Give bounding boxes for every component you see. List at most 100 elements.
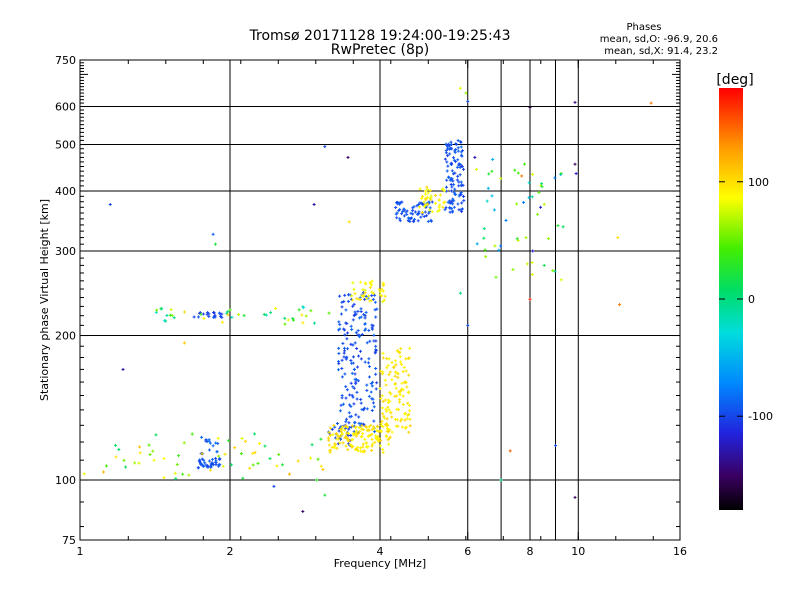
data-point [373, 293, 377, 297]
data-point [445, 178, 449, 182]
data-point [454, 142, 458, 146]
data-point [405, 385, 409, 389]
data-point [395, 418, 399, 422]
data-point [527, 181, 531, 185]
data-point [333, 443, 337, 447]
data-point [559, 171, 563, 175]
data-point [338, 409, 342, 413]
data-point [361, 432, 365, 436]
data-point [200, 435, 204, 439]
data-point [553, 176, 557, 180]
data-point [443, 208, 447, 212]
data-point [390, 361, 394, 365]
data-point [192, 315, 196, 319]
data-point [347, 427, 351, 431]
data-point [216, 442, 220, 446]
data-point [352, 386, 356, 390]
data-point [372, 425, 376, 429]
data-point [340, 427, 344, 431]
data-point [446, 164, 450, 168]
data-point [426, 202, 430, 206]
data-point [458, 173, 462, 177]
data-point [344, 356, 348, 360]
data-point [445, 169, 449, 173]
data-point [349, 433, 353, 437]
data-point [493, 244, 497, 248]
data-point [370, 448, 374, 452]
data-point [527, 196, 531, 200]
data-point [422, 200, 426, 204]
x-axis-label: Frequency [MHz] [334, 557, 426, 570]
data-point [427, 200, 431, 204]
data-point [344, 424, 348, 428]
data-point [206, 311, 210, 315]
data-point [423, 210, 427, 214]
data-point [348, 403, 352, 407]
data-point [370, 408, 374, 412]
data-point [82, 472, 86, 476]
data-point [395, 216, 399, 220]
data-point [403, 381, 407, 385]
data-point [312, 321, 316, 325]
data-point [377, 287, 381, 291]
data-point [349, 414, 353, 418]
data-point [344, 396, 348, 400]
y-tick-label: 100 [55, 474, 76, 487]
data-point [364, 294, 368, 298]
data-point [351, 385, 355, 389]
data-point [358, 297, 362, 301]
data-point [531, 172, 535, 176]
data-point [450, 161, 454, 165]
data-point [412, 205, 416, 209]
data-point [354, 331, 358, 335]
data-point [418, 187, 422, 191]
data-point [264, 313, 268, 317]
data-point [556, 224, 560, 228]
data-point [417, 211, 421, 215]
data-point [453, 149, 457, 153]
data-point [359, 422, 363, 426]
data-point [452, 190, 456, 194]
chart-subtitle: RwPretec (8p) [331, 42, 429, 58]
data-point [428, 206, 432, 210]
data-point [530, 273, 534, 277]
data-point [381, 400, 385, 404]
data-point [283, 316, 287, 320]
data-point [447, 142, 451, 146]
data-point [370, 444, 374, 448]
data-point [448, 206, 452, 210]
data-point [388, 390, 392, 394]
data-point [444, 185, 448, 189]
data-point [342, 351, 346, 355]
data-point [386, 405, 390, 409]
colorbar-unit-label: [deg] [716, 72, 753, 88]
data-point [561, 225, 565, 229]
data-point [458, 166, 462, 170]
data-point [516, 239, 520, 243]
data-point [197, 459, 201, 463]
data-point [367, 328, 371, 332]
data-point [343, 333, 347, 337]
data-point [340, 425, 344, 429]
data-point [352, 430, 356, 434]
data-point [367, 394, 371, 398]
data-point [400, 381, 404, 385]
data-point [445, 143, 449, 147]
data-point [217, 464, 221, 468]
data-point [394, 386, 398, 390]
data-point [349, 381, 353, 385]
data-point [411, 212, 415, 216]
data-point [353, 292, 357, 296]
data-point [418, 205, 422, 209]
data-point [347, 411, 351, 415]
data-point [172, 316, 176, 320]
data-point [346, 448, 350, 452]
data-point [460, 165, 464, 169]
data-point [356, 329, 360, 333]
data-point [237, 313, 241, 317]
data-point [395, 349, 399, 353]
data-point [443, 200, 447, 204]
data-point [379, 369, 383, 373]
data-point [359, 307, 363, 311]
colorbar-tick-label: -100 [748, 410, 773, 423]
